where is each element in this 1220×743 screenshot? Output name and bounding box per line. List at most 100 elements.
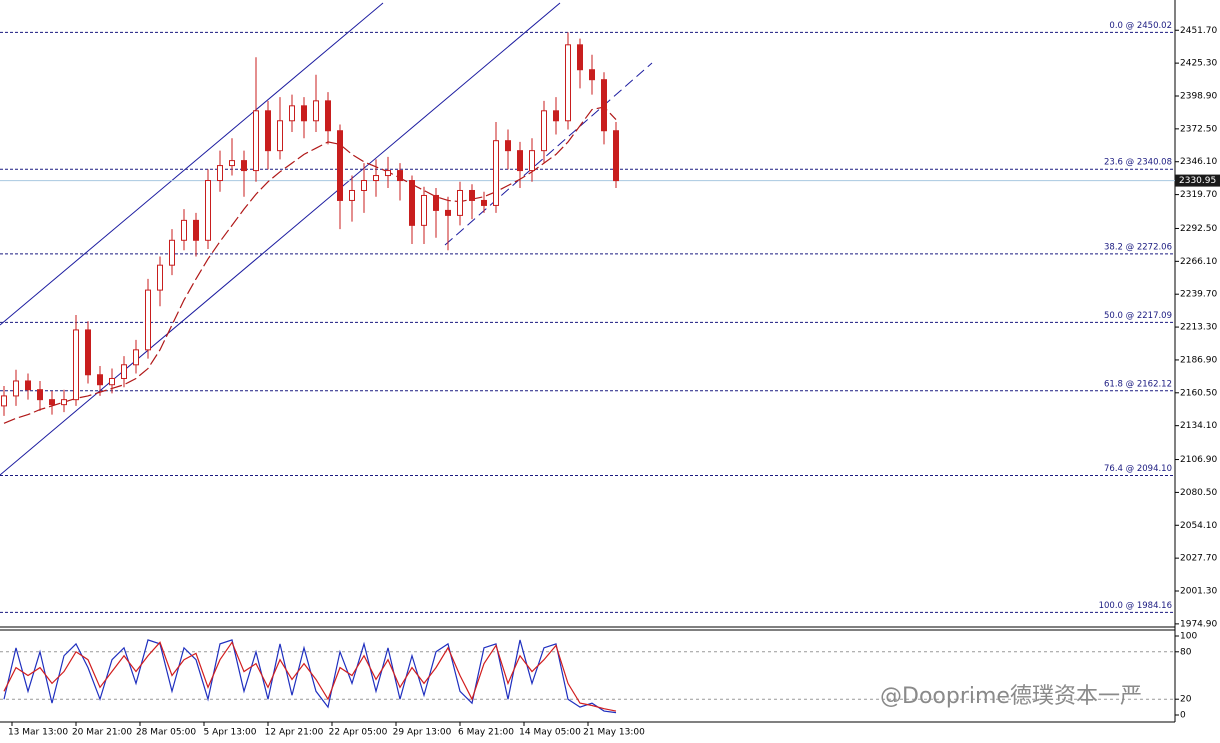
- y-tick-label: 2080.50: [1180, 488, 1217, 498]
- y-tick-label: 2266.10: [1180, 257, 1217, 267]
- y-tick-label: 2346.10: [1180, 157, 1217, 167]
- x-tick-label: 14 May 05:00: [519, 728, 581, 738]
- candle-body: [49, 399, 55, 406]
- x-tick-label: 28 Mar 05:00: [136, 728, 196, 738]
- fib-label: 0.0 @ 2450.02: [1109, 21, 1172, 31]
- candle-body: [397, 170, 403, 182]
- fib-label: 50.0 @ 2217.09: [1104, 311, 1172, 321]
- candle-body: [133, 349, 139, 366]
- fib-label: 76.4 @ 2094.10: [1104, 464, 1172, 474]
- candle-body: [481, 199, 487, 206]
- candle-body: [253, 110, 259, 172]
- candle-body: [577, 44, 583, 71]
- candle-body: [205, 180, 211, 241]
- candle-body: [445, 209, 451, 216]
- candle-body: [13, 380, 19, 397]
- y-tick-label: 2425.30: [1180, 59, 1217, 69]
- candle-body: [541, 110, 547, 152]
- candle-body: [289, 105, 295, 122]
- channel-line: [0, 2, 384, 326]
- candle-body: [613, 130, 619, 182]
- stoch-tick-label: 80: [1180, 647, 1192, 657]
- y-tick-label: 2001.30: [1180, 587, 1217, 597]
- candle-body: [325, 100, 331, 132]
- candle-body: [313, 100, 319, 122]
- y-tick-label: 2213.30: [1180, 323, 1217, 333]
- watermark: @Dooprime德璞资本一严: [880, 684, 1142, 709]
- stoch-line: [3, 641, 617, 712]
- candle-body: [37, 389, 43, 401]
- fib-label: 23.6 @ 2340.08: [1104, 158, 1172, 168]
- candle-body: [217, 165, 223, 182]
- candle-body: [97, 374, 103, 386]
- y-tick-label: 2319.70: [1180, 190, 1217, 200]
- candle-body: [505, 140, 511, 152]
- candle-body: [349, 189, 355, 201]
- candle-body: [421, 194, 427, 226]
- stoch-tick-label: 100: [1180, 632, 1197, 642]
- candle-body: [181, 219, 187, 241]
- candle-body: [25, 380, 31, 391]
- x-tick-label: 22 Apr 05:00: [329, 728, 388, 738]
- y-tick-label: 2239.70: [1180, 290, 1217, 300]
- x-tick-label: 13 Mar 13:00: [8, 728, 68, 738]
- candle-body: [529, 150, 535, 172]
- candle-body: [1, 395, 7, 407]
- candle-body: [469, 189, 475, 201]
- y-tick-label: 2186.90: [1180, 355, 1217, 365]
- y-tick-label: 2106.90: [1180, 455, 1217, 465]
- candle-body: [373, 175, 379, 182]
- y-tick-label: 2451.70: [1180, 26, 1217, 36]
- candle-body: [85, 329, 91, 376]
- y-tick-label: 2027.70: [1180, 554, 1217, 564]
- candle-body: [193, 219, 199, 241]
- y-tick-label: 1974.90: [1180, 619, 1217, 629]
- y-tick-label: 2134.10: [1180, 421, 1217, 431]
- y-tick-label: 2398.90: [1180, 91, 1217, 101]
- x-tick-label: 21 May 13:00: [583, 728, 645, 738]
- y-tick-label: 2160.50: [1180, 388, 1217, 398]
- fib-label: 61.8 @ 2162.12: [1104, 379, 1172, 389]
- y-tick-label: 2054.10: [1180, 521, 1217, 531]
- x-tick-label: 20 Mar 21:00: [72, 728, 132, 738]
- y-tick-label: 2292.50: [1180, 224, 1217, 234]
- candle-body: [229, 160, 235, 167]
- candle-body: [145, 289, 151, 351]
- stoch-tick-label: 0: [1180, 711, 1186, 721]
- candle-body: [157, 264, 163, 291]
- candle-body: [565, 44, 571, 122]
- fib-label: 100.0 @ 1984.16: [1099, 601, 1172, 611]
- x-tick-label: 29 Apr 13:00: [393, 728, 452, 738]
- x-tick-label: 6 May 21:00: [458, 728, 514, 738]
- candle-body: [241, 160, 247, 172]
- fib-label: 38.2 @ 2272.06: [1104, 242, 1172, 252]
- candle-body: [277, 120, 283, 152]
- candle-body: [265, 110, 271, 152]
- stoch-tick-label: 20: [1180, 695, 1192, 705]
- candle-body: [517, 150, 523, 172]
- candle-body: [457, 189, 463, 216]
- current-price-label: 2330.95: [1179, 176, 1216, 186]
- channel-line: [0, 2, 561, 476]
- candle-body: [589, 69, 595, 81]
- y-tick-label: 2372.50: [1180, 124, 1217, 134]
- candle-body: [73, 329, 79, 401]
- x-tick-label: 12 Apr 21:00: [265, 728, 324, 738]
- candle-body: [553, 110, 559, 122]
- candle-body: [337, 130, 343, 201]
- candle-body: [361, 180, 367, 191]
- candle-body: [301, 105, 307, 122]
- candle-body: [109, 377, 115, 386]
- trend-line: [444, 62, 653, 246]
- candle-body: [409, 180, 415, 226]
- candle-body: [601, 79, 607, 132]
- candle-body: [433, 194, 439, 211]
- moving-average: [3, 106, 617, 424]
- candle-body: [61, 399, 67, 406]
- candle-body: [121, 364, 127, 379]
- x-tick-label: 5 Apr 13:00: [204, 728, 257, 738]
- candle-body: [385, 170, 391, 177]
